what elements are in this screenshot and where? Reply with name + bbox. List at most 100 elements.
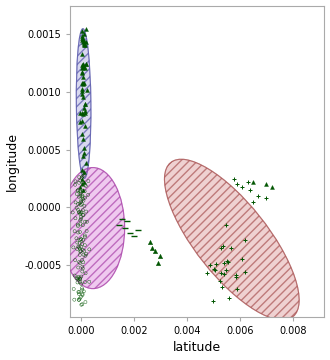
Point [82, 233, 87, 238]
Point [71, 286, 76, 292]
Point [79, 201, 84, 207]
Point [79, 175, 84, 180]
Point [233, 274, 239, 280]
Point [77, 201, 82, 206]
Point [75, 240, 80, 246]
Point [223, 222, 228, 228]
Point [71, 244, 76, 250]
Point [81, 187, 86, 193]
Point [79, 118, 84, 124]
Point [82, 41, 87, 46]
Point [73, 257, 78, 263]
Point [218, 245, 223, 251]
Point [77, 210, 82, 215]
Point [131, 233, 137, 239]
Point [82, 65, 88, 71]
Point [84, 219, 89, 225]
Point [72, 273, 77, 278]
Point [250, 179, 256, 185]
Point [73, 199, 78, 205]
Point [80, 35, 85, 41]
Point [152, 248, 158, 254]
Point [75, 201, 81, 207]
Point [79, 244, 84, 250]
Point [80, 64, 85, 69]
Point [79, 88, 84, 94]
Point [125, 218, 130, 224]
Point [75, 280, 80, 285]
Point [73, 215, 78, 221]
Point [79, 285, 84, 291]
Point [85, 192, 91, 198]
Point [80, 91, 85, 97]
Point [82, 108, 87, 114]
Point [119, 216, 125, 222]
Point [217, 278, 222, 284]
Point [77, 275, 82, 281]
Point [86, 279, 92, 285]
Point [212, 267, 217, 273]
Point [80, 153, 85, 159]
Point [81, 61, 86, 67]
Point [82, 248, 87, 254]
Point [74, 205, 79, 211]
Point [80, 66, 85, 71]
Point [76, 187, 81, 193]
Point [82, 105, 87, 111]
Point [78, 294, 83, 300]
Point [82, 102, 88, 107]
Point [79, 209, 84, 215]
Point [78, 276, 83, 282]
Point [80, 257, 85, 263]
Point [77, 252, 82, 258]
Point [77, 246, 82, 252]
Point [81, 38, 86, 44]
Point [78, 214, 83, 220]
Point [147, 239, 152, 245]
Point [245, 179, 250, 185]
Point [225, 259, 230, 265]
Point [77, 259, 82, 265]
Point [232, 176, 237, 181]
Point [81, 111, 86, 117]
Point [264, 181, 269, 187]
Point [78, 210, 83, 216]
Point [84, 87, 90, 93]
Point [219, 284, 225, 290]
Point [81, 136, 86, 141]
Point [79, 236, 84, 242]
Point [80, 167, 85, 173]
Point [75, 188, 80, 193]
Point [117, 222, 122, 228]
Point [76, 297, 82, 303]
Point [269, 184, 274, 189]
Point [82, 42, 87, 48]
Point [79, 69, 84, 75]
Point [75, 223, 81, 229]
Point [76, 276, 81, 282]
Point [84, 251, 89, 257]
Point [77, 229, 82, 235]
Point [78, 184, 83, 189]
Ellipse shape [61, 167, 125, 289]
Point [256, 193, 261, 199]
Point [76, 265, 81, 270]
Point [82, 234, 87, 240]
Point [82, 150, 87, 156]
Point [79, 131, 84, 137]
Point [77, 111, 82, 116]
Point [80, 266, 85, 271]
Point [220, 243, 225, 249]
Point [240, 184, 245, 189]
Ellipse shape [164, 159, 299, 320]
Point [73, 182, 78, 188]
Point [76, 297, 82, 303]
Point [83, 270, 88, 276]
Point [80, 193, 85, 198]
Point [78, 202, 83, 208]
Point [75, 275, 80, 281]
Point [81, 74, 86, 80]
Point [83, 253, 88, 258]
Point [72, 228, 77, 234]
Point [80, 194, 85, 200]
